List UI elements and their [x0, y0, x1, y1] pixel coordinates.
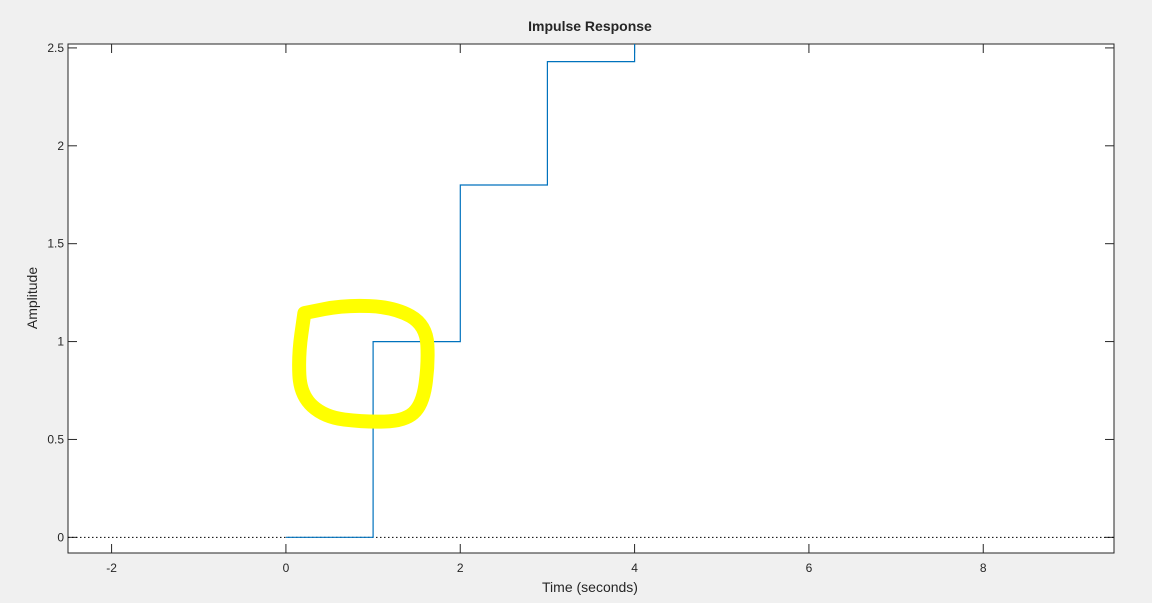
axes-area[interactable] [67, 43, 1115, 554]
x-axis-label: Time (seconds) [542, 579, 638, 595]
highlight-circle [292, 298, 435, 429]
y-tick-label: 2.5 [47, 41, 64, 55]
y-ticks: 0 0.5 1 1.5 2 2.5 [47, 41, 1114, 544]
y-tick-label: 1 [57, 335, 64, 349]
x-tick-label: 0 [283, 561, 290, 575]
y-tick-label: 0.5 [47, 432, 64, 446]
x-tick-label: 6 [806, 561, 813, 575]
x-tick-label: 8 [980, 561, 987, 575]
y-tick-label: 2 [57, 139, 64, 153]
chart-title: Impulse Response [528, 18, 652, 34]
impulse-response-line [285, 44, 636, 538]
x-tick-label: -2 [106, 561, 117, 575]
y-tick-label: 1.5 [47, 237, 64, 251]
x-tick-label: 2 [457, 561, 464, 575]
y-tick-label: 0 [57, 530, 64, 544]
y-axis-label: Amplitude [24, 267, 40, 329]
annotation-layer [292, 298, 435, 429]
series-layer [285, 44, 636, 538]
x-tick-label: 4 [631, 561, 638, 575]
